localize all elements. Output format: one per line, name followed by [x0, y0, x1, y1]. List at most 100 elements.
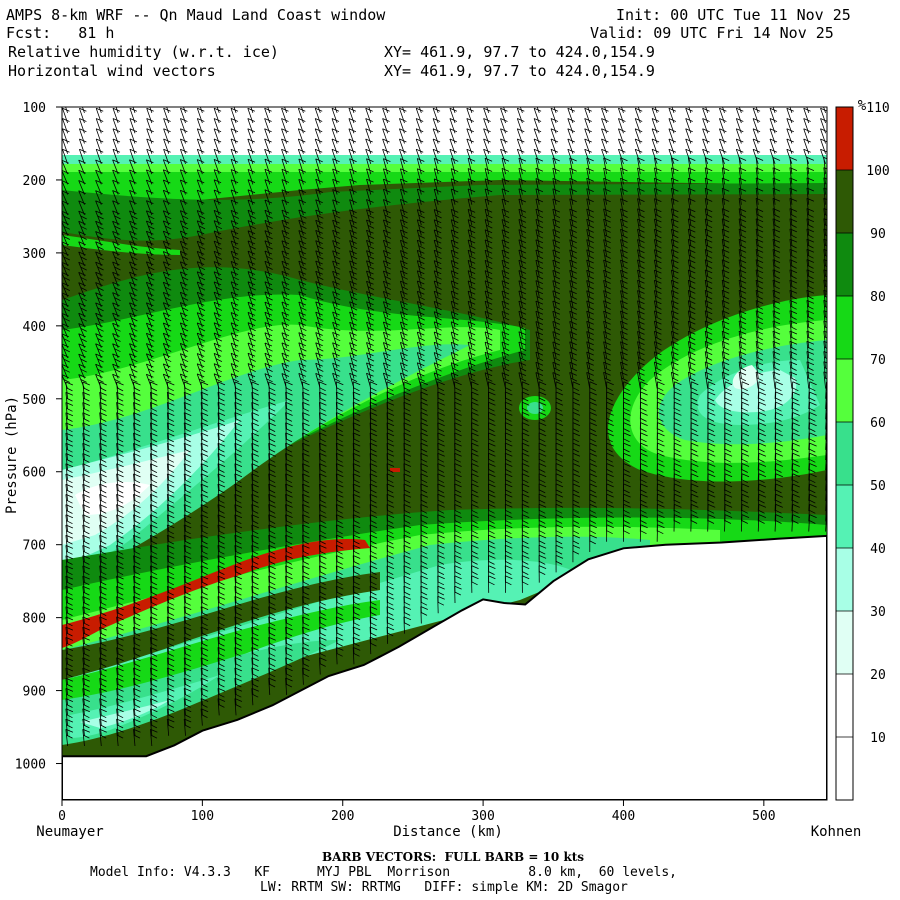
x-tick-label: 200	[331, 809, 354, 824]
wind-barb	[78, 312, 87, 328]
wind-barb	[99, 626, 107, 644]
wind-barb	[166, 647, 175, 665]
wind-barb	[183, 687, 192, 706]
wind-barb	[95, 180, 103, 195]
wind-barb	[166, 575, 175, 593]
wind-barb	[133, 545, 141, 563]
wind-barb	[116, 657, 124, 675]
wind-barb	[217, 565, 226, 583]
wind-barb	[133, 657, 141, 675]
wind-barb	[62, 241, 70, 256]
wind-barb	[82, 402, 90, 420]
wind-barb	[82, 442, 90, 461]
wind-barb	[116, 616, 124, 634]
wind-barb	[183, 453, 192, 471]
wind-barb	[133, 412, 141, 430]
y-tick-label: 300	[23, 247, 46, 262]
wind-barb	[183, 432, 192, 450]
wind-barb	[200, 698, 209, 716]
colorbar-swatch	[836, 359, 853, 422]
wind-barb	[150, 606, 158, 624]
wind-barb	[217, 657, 226, 675]
wind-barb	[116, 422, 124, 440]
wind-barb	[183, 585, 192, 604]
wind-barb	[217, 442, 226, 461]
wind-barb	[116, 432, 124, 450]
wind-barb	[62, 353, 70, 369]
wind-barb	[150, 381, 158, 399]
wind-barb	[62, 190, 69, 205]
x-tick-label: 500	[752, 809, 775, 824]
wind-barb	[183, 718, 192, 736]
xy-line-1: XY= 461.9, 97.7 to 424.0,154.9	[384, 43, 655, 61]
wind-barb	[95, 353, 104, 369]
wind-barb	[99, 412, 107, 430]
wind-barb	[217, 432, 226, 450]
colorbar-label: 110	[866, 101, 889, 116]
wind-barb	[95, 231, 104, 246]
y-tick-label: 400	[23, 320, 46, 335]
model-info: Model Info: V4.3.3 KF MYJ PBL Morrison 8…	[90, 865, 677, 880]
wind-barb	[116, 708, 124, 726]
wind-barb	[82, 473, 90, 491]
wind-barb	[200, 493, 209, 512]
wind-barb	[133, 402, 141, 420]
wind-barb	[82, 524, 90, 542]
wind-barb	[183, 657, 192, 675]
wind-barb	[78, 220, 87, 236]
colorbar-label: 90	[870, 227, 886, 242]
wind-barb	[166, 585, 175, 604]
wind-barb	[217, 391, 226, 410]
wind-barb	[217, 534, 226, 553]
wind-barb	[150, 442, 158, 461]
wind-barb	[65, 555, 74, 573]
wind-barb	[166, 473, 175, 491]
wind-barb	[200, 657, 209, 675]
wind-barb	[116, 524, 124, 542]
wind-barb	[217, 524, 226, 542]
wind-barb	[78, 231, 87, 246]
wind-barb	[183, 483, 192, 501]
wind-barb	[166, 565, 175, 583]
wind-barb	[150, 402, 158, 420]
wind-barb	[99, 381, 107, 399]
wind-barb	[133, 504, 141, 522]
wind-barb	[166, 381, 175, 399]
wind-barb	[82, 698, 90, 716]
colorbar-swatch	[836, 296, 853, 359]
wind-barb	[200, 687, 209, 706]
wind-barb	[116, 728, 124, 747]
colorbar-label: 20	[870, 668, 886, 683]
wind-barb	[133, 422, 141, 440]
wind-barb	[166, 626, 175, 644]
wind-barb	[183, 412, 192, 430]
wind-barb	[150, 698, 158, 716]
wind-barb	[133, 432, 141, 450]
colorbar-swatch	[836, 611, 853, 674]
wind-barb	[133, 718, 141, 736]
wind-barb	[95, 241, 104, 256]
wind-barb	[99, 442, 107, 461]
wind-barb	[200, 504, 209, 522]
wind-barb	[217, 616, 226, 634]
colorbar-swatch	[836, 548, 853, 611]
wind-barb	[166, 718, 175, 736]
wind-barb	[183, 606, 192, 624]
wind-barb	[65, 606, 74, 624]
wind-barb	[82, 606, 90, 624]
y-tick-label: 900	[23, 685, 46, 700]
wind-barb	[133, 442, 141, 461]
wind-barb	[150, 514, 158, 532]
wind-barb	[82, 555, 90, 573]
wind-barb	[82, 596, 90, 614]
wind-barb	[150, 493, 158, 512]
wind-barb	[217, 401, 226, 420]
y-tick-label: 200	[23, 174, 46, 189]
wind-barb	[65, 626, 74, 644]
wind-barb	[65, 473, 74, 491]
colorbar-label: 100	[866, 164, 889, 179]
y-axis-label: Pressure (hPa)	[4, 396, 20, 514]
wind-barb	[99, 473, 107, 491]
wind-barb	[62, 364, 70, 379]
y-tick-label: 600	[23, 466, 46, 481]
